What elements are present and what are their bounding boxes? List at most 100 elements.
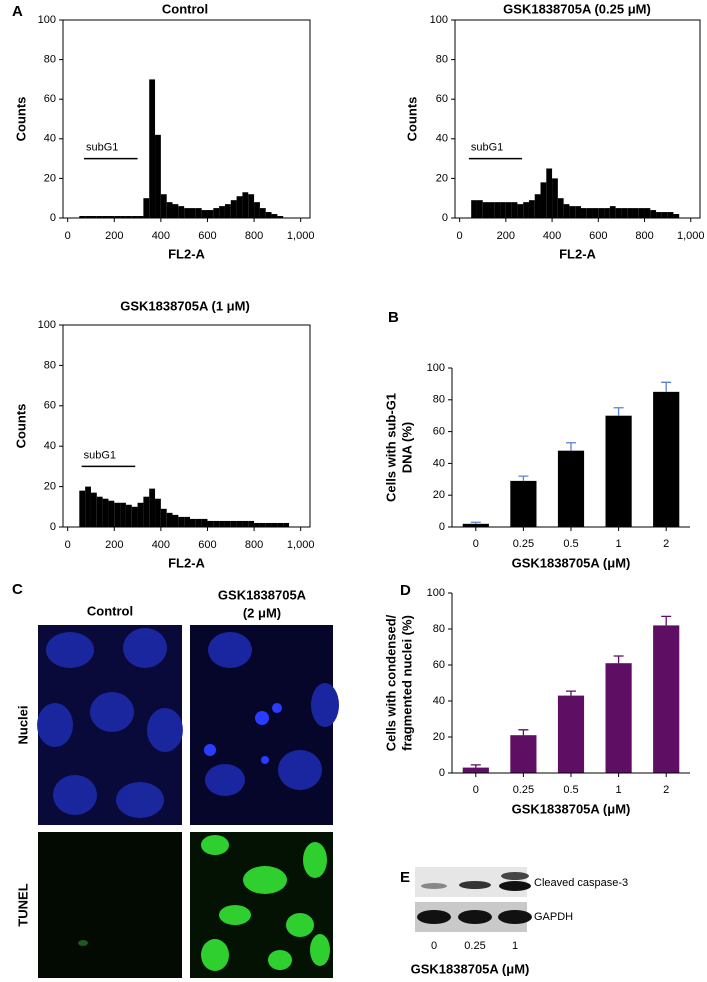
y-tick-label: 100 — [38, 14, 56, 26]
histogram-bar — [213, 520, 220, 527]
bar — [510, 735, 537, 773]
x-tick-label: 2 — [663, 784, 669, 796]
bar — [557, 450, 585, 527]
x-tick-label: 800 — [635, 230, 653, 242]
histogram-bar — [131, 506, 138, 527]
column-header: Control — [87, 603, 133, 618]
histogram-bar — [580, 208, 587, 218]
x-tick-label: 400 — [152, 230, 170, 242]
y-tick-label: 80 — [433, 623, 445, 635]
lane-label: 0.25 — [464, 940, 485, 952]
y-tick-label: 80 — [433, 394, 445, 406]
x-tick-label: 800 — [245, 539, 263, 551]
x-tick-label: 600 — [198, 230, 216, 242]
plot-frame — [62, 324, 311, 528]
histogram-bar — [242, 520, 249, 527]
histogram-bar — [511, 202, 518, 218]
western-blot — [415, 867, 532, 932]
error-bar — [566, 690, 576, 696]
histogram-bar — [114, 216, 121, 218]
histogram-bar — [236, 196, 243, 218]
bar — [557, 695, 585, 773]
error-bar — [613, 407, 624, 416]
y-axis-label: fragmented nuclei (%) — [399, 615, 414, 751]
y-tick-label: 40 — [433, 457, 445, 469]
x-tick-label: 0.5 — [563, 538, 578, 550]
y-tick-label: 60 — [44, 93, 56, 105]
x-tick-label: 1 — [616, 784, 622, 796]
histogram-bar — [236, 520, 243, 527]
y-tick-label: 100 — [427, 587, 445, 599]
histogram-bar — [476, 200, 483, 218]
column-header: GSK1838705A — [218, 587, 307, 602]
histogram-bar — [650, 210, 657, 218]
lane-label: 1 — [512, 940, 518, 952]
histogram-bar — [219, 206, 225, 218]
x-tick-label: 0.25 — [513, 784, 534, 796]
histogram-bar — [517, 204, 524, 218]
plot-frame — [454, 19, 701, 219]
row-header: Nuclei — [15, 705, 30, 744]
histogram-bar — [224, 204, 231, 218]
y-tick-label: 20 — [433, 489, 445, 501]
histogram-bar — [108, 500, 115, 527]
histogram-bar — [213, 208, 220, 218]
histogram-bar — [90, 216, 97, 218]
x-tick-label: 400 — [543, 230, 561, 242]
x-axis-label: FL2-A — [168, 555, 205, 570]
histogram-bar — [189, 208, 196, 218]
panel-letter: E — [400, 869, 410, 886]
error-bar — [518, 729, 529, 736]
histogram-bar — [488, 202, 495, 218]
histogram-bar — [598, 208, 605, 218]
histogram-bar — [242, 192, 249, 218]
histogram-bar — [604, 208, 610, 218]
error-bar — [661, 381, 672, 392]
histogram-bar — [259, 208, 266, 218]
histogram-bar — [108, 216, 115, 218]
histogram-bar — [79, 490, 86, 527]
x-tick-label: 0 — [457, 230, 463, 242]
histogram-bar — [178, 206, 185, 218]
histogram-bar — [248, 520, 255, 527]
histogram-bar — [575, 206, 581, 218]
y-tick-label: 20 — [436, 172, 448, 184]
histogram-bar — [528, 200, 535, 218]
histogram-bar — [207, 520, 214, 527]
y-tick-label: 20 — [44, 481, 56, 493]
histogram-bar — [131, 216, 138, 218]
y-tick-label: 40 — [44, 440, 56, 452]
histogram-bar — [471, 200, 477, 218]
x-tick-label: 200 — [497, 230, 515, 242]
histogram-bar — [632, 208, 639, 218]
histogram-bar — [563, 204, 570, 218]
histogram-bar — [201, 518, 208, 527]
plot-frame — [62, 19, 311, 219]
gate-label: subG1 — [84, 449, 116, 461]
histogram-bar — [271, 214, 278, 218]
histogram-bar — [96, 216, 103, 218]
histogram-bar — [254, 202, 260, 218]
bar — [510, 480, 537, 527]
axis-label: GSK1838705A (μM) — [411, 961, 530, 976]
histogram-bar — [79, 216, 86, 218]
histogram-bar — [201, 210, 208, 218]
bar — [605, 663, 632, 773]
y-tick-label: 40 — [436, 133, 448, 145]
histogram-bar — [546, 168, 553, 218]
histogram-bar — [184, 516, 190, 527]
x-axis-label: GSK1838705A (μM) — [512, 555, 631, 570]
x-axis-label: FL2-A — [559, 246, 596, 261]
bar — [462, 767, 489, 773]
x-tick-label: 0 — [65, 230, 71, 242]
histogram-bar — [143, 496, 150, 527]
y-tick-label: 20 — [433, 731, 445, 743]
row-header: TUNEL — [15, 883, 30, 926]
lane-label: 0 — [431, 940, 437, 952]
y-axis-label: Cells with condensed/ — [383, 614, 398, 751]
y-tick-label: 80 — [44, 359, 56, 371]
bar — [653, 391, 680, 527]
histogram-bar — [667, 212, 674, 218]
histogram-bar — [195, 518, 202, 527]
chart-title: Control — [162, 1, 208, 16]
